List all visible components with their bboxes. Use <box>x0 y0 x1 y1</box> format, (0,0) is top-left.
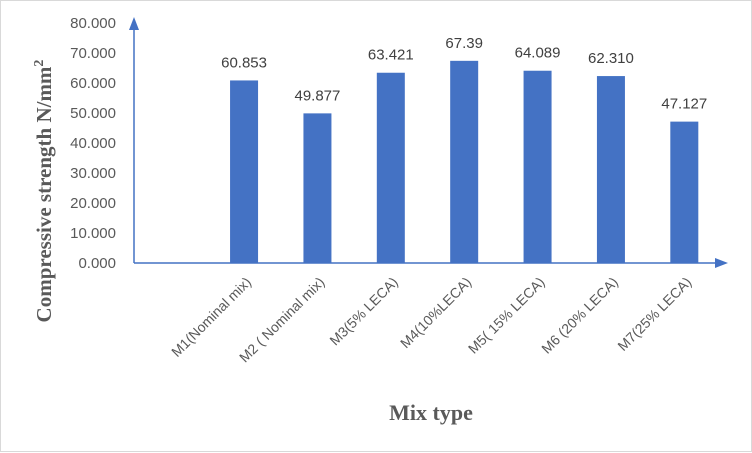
bar <box>596 76 625 263</box>
bar <box>670 121 699 263</box>
bar <box>523 70 552 263</box>
y-tick-label: 40.000 <box>70 135 116 152</box>
bar <box>230 80 259 263</box>
category-label: M7(25% LECA) <box>614 274 694 354</box>
data-label: 62.310 <box>588 50 634 67</box>
y-tick-label: 80.000 <box>70 15 116 32</box>
category-label: M6 (20% LECA) <box>538 274 621 357</box>
category-label: M3(5% LECA) <box>326 274 401 349</box>
data-label: 49.877 <box>294 87 340 104</box>
category-label: M1(Nominal mix) <box>168 274 254 360</box>
data-labels: 60.853 49.877 63.421 67.39 64.089 62.310 47.12… <box>221 35 707 113</box>
x-axis-title: Mix type <box>389 400 473 425</box>
y-tick-label: 60.000 <box>70 75 116 92</box>
y-axis-title: Compressive strength N/mm2 <box>32 60 56 323</box>
y-axis-arrow <box>129 17 139 30</box>
data-label: 47.127 <box>661 96 707 113</box>
axes <box>129 17 728 268</box>
category-labels: M1(Nominal mix)M2 ( Nominal mix)M3(5% LE… <box>168 274 694 366</box>
bar <box>376 72 405 263</box>
data-label: 67.39 <box>445 35 483 52</box>
bars <box>230 60 699 263</box>
y-axis-title-superscript: 2 <box>32 60 47 67</box>
category-label: M5( 15% LECA) <box>465 274 548 357</box>
data-label: 63.421 <box>368 47 414 64</box>
data-label: 64.089 <box>515 45 561 62</box>
bar <box>303 113 332 263</box>
y-tick-label: 0.000 <box>78 255 116 272</box>
y-axis-title-main: Compressive strength N/mm <box>32 66 56 322</box>
category-label: M4(10%LECA) <box>397 274 474 351</box>
y-tick-label: 70.000 <box>70 45 116 62</box>
bar <box>450 60 479 263</box>
y-tick-label: 10.000 <box>70 225 116 242</box>
y-tick-label: 50.000 <box>70 105 116 122</box>
y-tick-label: 20.000 <box>70 195 116 212</box>
y-tick-label: 30.000 <box>70 165 116 182</box>
y-tick-labels: 0.000 10.000 20.000 30.000 40.000 50.000 60.00… <box>70 15 116 272</box>
x-axis-arrow <box>715 258 728 268</box>
data-label: 60.853 <box>221 54 267 71</box>
